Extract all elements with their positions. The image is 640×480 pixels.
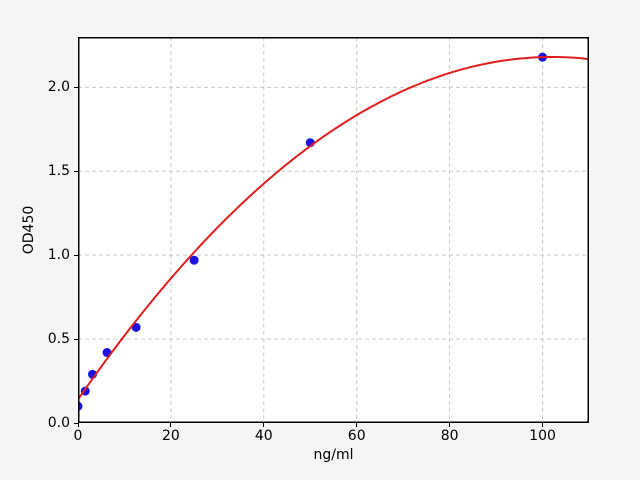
x-tick-mark bbox=[542, 423, 544, 427]
data-point bbox=[189, 255, 199, 265]
x-tick-mark bbox=[356, 423, 358, 427]
y-tick-label: 0.5 bbox=[47, 331, 70, 348]
y-tick-mark bbox=[74, 338, 78, 340]
x-tick-label: 60 bbox=[347, 428, 366, 444]
x-tick-mark bbox=[263, 423, 265, 427]
y-tick-mark bbox=[74, 170, 78, 172]
y-tick-label: 0.0 bbox=[47, 415, 70, 431]
plot-background bbox=[78, 37, 589, 423]
y-tick-mark bbox=[74, 254, 78, 256]
x-axis-label: ng/ml bbox=[313, 447, 354, 463]
grid bbox=[78, 37, 589, 423]
plot-border bbox=[78, 37, 589, 423]
fit-curve-line bbox=[78, 55, 589, 401]
y-tick-label: 1.5 bbox=[47, 163, 70, 180]
y-tick-label: 1.0 bbox=[47, 247, 70, 264]
plot-area bbox=[78, 37, 589, 423]
x-tick-mark bbox=[449, 423, 451, 427]
x-tick-label: 20 bbox=[161, 428, 180, 444]
x-tick-mark bbox=[170, 423, 172, 427]
y-tick-mark bbox=[74, 422, 78, 424]
x-tick-mark bbox=[77, 423, 79, 427]
y-axis-label: OD450 bbox=[21, 205, 37, 255]
x-tick-label: 80 bbox=[440, 428, 459, 444]
y-tick-mark bbox=[74, 86, 78, 88]
x-tick-label: 40 bbox=[254, 428, 273, 444]
x-tick-label: 100 bbox=[529, 428, 556, 444]
y-tick-label: 2.0 bbox=[47, 79, 70, 96]
x-tick-label: 0 bbox=[73, 428, 83, 444]
